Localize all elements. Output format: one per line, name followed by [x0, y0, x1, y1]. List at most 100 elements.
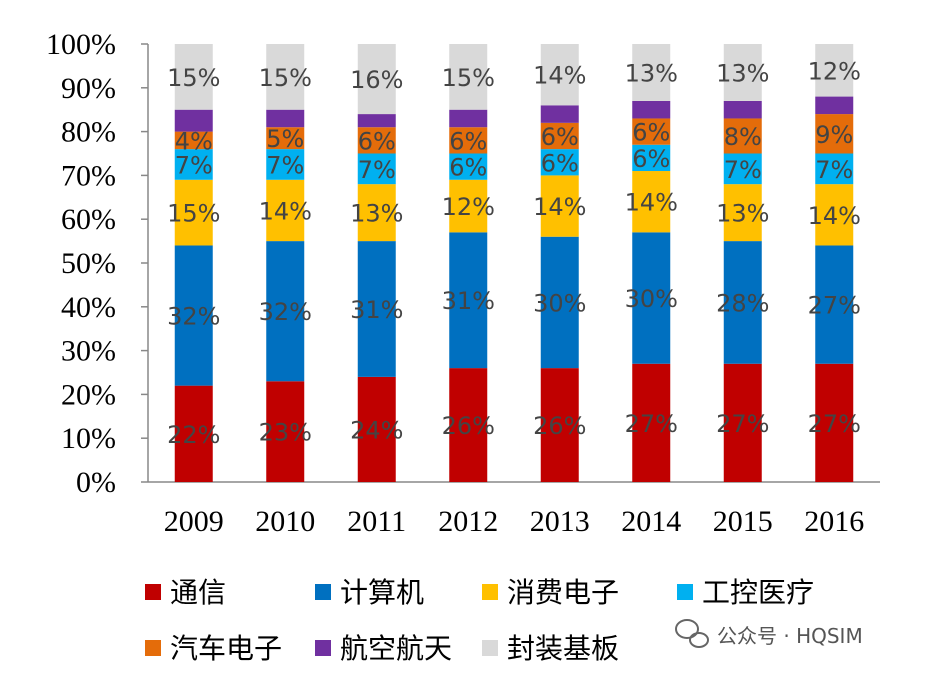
legend-item: 工控医疗 — [677, 576, 814, 609]
legend-label: 通信 — [170, 576, 226, 609]
x-tick-label: 2013 — [530, 505, 590, 538]
data-label: 13% — [716, 59, 769, 87]
data-label: 27% — [625, 410, 678, 438]
data-label: 22% — [167, 421, 220, 449]
bar-segment — [815, 44, 854, 97]
y-tick-label: 70% — [61, 159, 116, 192]
y-tick-label: 10% — [61, 422, 116, 455]
data-label: 24% — [350, 416, 403, 444]
data-label: 12% — [808, 57, 861, 85]
data-label: 13% — [350, 200, 403, 228]
bar-segment — [632, 100, 671, 119]
bar-segment — [540, 105, 579, 123]
bar-segment — [815, 96, 854, 115]
legend-item: 通信 — [145, 576, 226, 609]
bar-segment — [723, 241, 762, 364]
data-label: 31% — [350, 296, 403, 324]
data-label: 12% — [442, 193, 495, 221]
data-label: 8% — [724, 123, 762, 151]
y-tick-label: 90% — [61, 72, 116, 105]
data-label: 31% — [442, 287, 495, 315]
legend-swatch — [677, 584, 693, 600]
data-label: 7% — [266, 151, 304, 179]
bar-segment — [449, 127, 488, 154]
bar-segment — [449, 368, 488, 482]
bar-segment — [357, 127, 396, 154]
x-tick-label: 2016 — [804, 505, 864, 538]
bar-segment — [357, 241, 396, 377]
bar-segment — [540, 122, 579, 150]
x-tick-label: 2015 — [713, 505, 773, 538]
bar-segment — [449, 179, 488, 233]
data-label: 7% — [358, 156, 396, 184]
bar-segment — [815, 153, 854, 185]
data-label: 14% — [625, 189, 678, 217]
bar-segment — [266, 381, 305, 482]
data-label: 14% — [808, 202, 861, 230]
y-tick-label: 80% — [61, 116, 116, 149]
legend-swatch — [315, 640, 331, 656]
bar-segment — [174, 109, 213, 132]
bar-segment — [540, 175, 579, 237]
data-label: 14% — [533, 193, 586, 221]
data-label: 6% — [358, 127, 396, 155]
data-label: 27% — [808, 410, 861, 438]
bar-segment — [357, 376, 396, 482]
legend-swatch — [482, 584, 498, 600]
data-label: 26% — [442, 412, 495, 440]
x-tick-label: 2009 — [164, 505, 224, 538]
data-label: 15% — [442, 64, 495, 92]
data-label: 7% — [724, 156, 762, 184]
bar-segment — [266, 149, 305, 180]
data-label: 13% — [716, 200, 769, 228]
data-label: 13% — [625, 59, 678, 87]
data-label: 16% — [350, 66, 403, 94]
bar-segment — [357, 114, 396, 128]
legend-label: 汽车电子 — [170, 632, 282, 665]
bar-segment — [723, 100, 762, 119]
data-label: 27% — [716, 410, 769, 438]
legend-item: 航空航天 — [315, 632, 452, 665]
bar-segment — [540, 368, 579, 482]
x-tick-label: 2011 — [347, 505, 406, 538]
data-label: 4% — [175, 127, 213, 155]
data-label: 15% — [167, 64, 220, 92]
data-label: 6% — [541, 123, 579, 151]
bar-segment — [449, 109, 488, 128]
y-tick-label: 20% — [61, 378, 116, 411]
data-label: 30% — [625, 285, 678, 313]
wechat-icon — [675, 619, 709, 648]
data-label: 28% — [716, 289, 769, 317]
y-tick-label: 60% — [61, 203, 116, 236]
data-label: 14% — [533, 62, 586, 90]
bar-segment — [632, 44, 671, 101]
legend-item: 消费电子 — [482, 576, 619, 609]
bar-segment — [449, 153, 488, 180]
legend-item: 计算机 — [315, 576, 424, 609]
watermark-text: 公众号 · HQSIM — [717, 624, 863, 648]
bar-segment — [723, 184, 762, 242]
bar-segment — [449, 232, 488, 369]
bar-segment — [266, 127, 305, 150]
bar-segment — [357, 153, 396, 185]
data-label: 32% — [259, 298, 312, 326]
bar-segment — [266, 179, 305, 242]
legend-item: 汽车电子 — [145, 632, 282, 665]
data-label: 7% — [175, 151, 213, 179]
data-label: 30% — [533, 289, 586, 317]
bar-segment — [815, 245, 854, 364]
watermark: 公众号 · HQSIM — [675, 619, 863, 648]
bar-segment — [632, 144, 671, 172]
y-tick-label: 30% — [61, 335, 116, 368]
bar-segment — [815, 184, 854, 246]
data-label: 15% — [259, 64, 312, 92]
data-label: 7% — [815, 156, 853, 184]
bar-segment — [815, 114, 854, 154]
bar-segment — [174, 385, 213, 482]
data-label: 6% — [541, 149, 579, 177]
bar-segment — [357, 184, 396, 242]
bar-segment — [266, 241, 305, 382]
x-tick-label: 2012 — [438, 505, 498, 538]
